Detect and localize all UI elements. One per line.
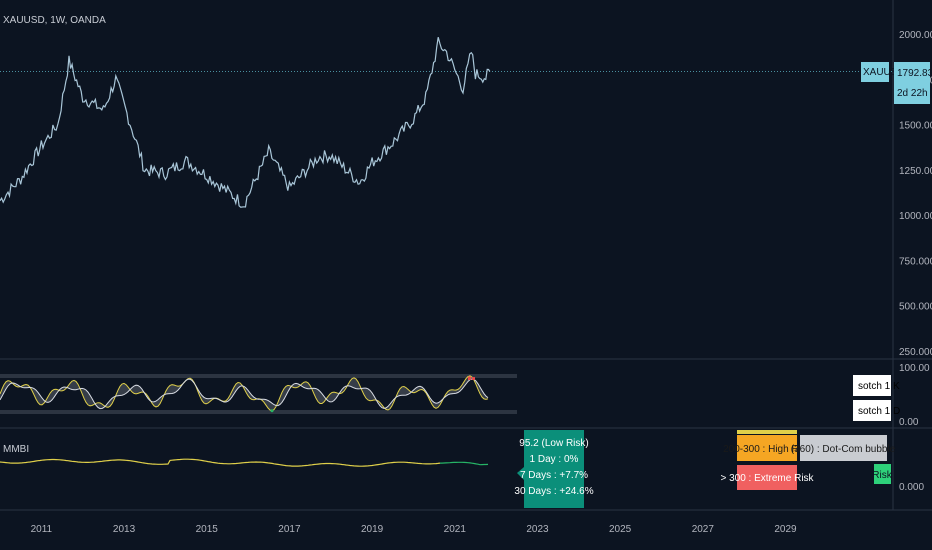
label-line4: 30 Days : +24.6% xyxy=(514,486,593,497)
legend-dotcom: (360) : Dot-Com bubble xyxy=(791,444,896,455)
x-tick-label: 2011 xyxy=(31,524,53,535)
legend-risk: Risk xyxy=(872,470,892,481)
x-tick-label: 2017 xyxy=(278,524,301,535)
label-bg xyxy=(524,430,584,508)
label-pointer xyxy=(517,467,524,480)
legend-high-risk-bg xyxy=(737,435,797,461)
x-tick-label: 2015 xyxy=(196,524,219,535)
legend-dotcom-bg xyxy=(800,435,887,461)
mmbi-title: MMBI xyxy=(3,444,29,455)
mmbi-line-green xyxy=(440,461,489,466)
stoch-overbought-marks xyxy=(468,376,475,380)
legend-extreme-risk: > 300 : Extreme Risk xyxy=(720,473,814,484)
legend-k: sotch 1 K xyxy=(858,381,900,392)
label-line1: 95.2 (Low Risk) xyxy=(519,438,588,449)
legend-risk-bg xyxy=(874,464,891,484)
mmbi-line-yellow xyxy=(0,458,441,467)
legend-d: sotch 1 D xyxy=(858,406,900,417)
badge-symbol-bg xyxy=(861,62,889,82)
y-tick-label: 1250.000 xyxy=(899,166,932,177)
stoch-lower-band xyxy=(0,410,517,414)
mmbi-label-box: 95.2 (Low Risk) 1 Day : 0% 7 Days : +7.7… xyxy=(514,430,594,508)
stoch-k-line xyxy=(0,375,489,412)
label-line3: 7 Days : +7.7% xyxy=(520,470,588,481)
stochastic-pane xyxy=(0,374,517,414)
stoch-overbought-mark xyxy=(468,376,471,380)
stoch-oversold-marks xyxy=(270,409,274,413)
stoch-tick-100: 100.00 xyxy=(899,363,930,374)
x-tick-label: 2029 xyxy=(774,524,797,535)
y-tick-label: 250.000 xyxy=(899,347,932,358)
y-tick-label: 2000.000 xyxy=(899,30,932,41)
badge-symbol: XAUUSD xyxy=(863,67,905,78)
y-tick-label: 500.000 xyxy=(899,302,932,313)
stoch-upper-band xyxy=(0,374,517,378)
stoch-d-line xyxy=(0,378,489,410)
legend-d-bg xyxy=(853,400,891,421)
label-line2: 1 Day : 0% xyxy=(530,454,579,465)
x-tick-label: 2027 xyxy=(692,524,715,535)
legend-high-risk: 200-300 : High Risk xyxy=(723,444,812,455)
x-axis-ticks: 2011 2013 2015 2017 2019 2021 2023 2025 2027 2029 xyxy=(31,524,797,535)
stoch-overbought-mark xyxy=(472,377,475,380)
legend-yellow-strip xyxy=(737,430,797,434)
y-tick-label: 1500.000 xyxy=(899,121,932,132)
badge-price-bg xyxy=(894,62,930,104)
legend-k-bg xyxy=(853,375,891,396)
price-series xyxy=(0,37,491,208)
stoch-tick-0: 0.00 xyxy=(899,417,919,428)
legend-extreme-risk-bg xyxy=(737,465,797,490)
x-tick-label: 2021 xyxy=(444,524,467,535)
stoch-oversold-mark xyxy=(270,409,274,413)
y-tick-label: 750.000 xyxy=(899,256,932,267)
badge-price: 1792.830 xyxy=(897,68,932,79)
y-tick-label: 1000.000 xyxy=(899,211,932,222)
x-tick-label: 2025 xyxy=(609,524,632,535)
x-tick-label: 2013 xyxy=(113,524,136,535)
price-badge: XAUUSD 1792.830 2d 22h xyxy=(861,62,932,104)
x-tick-label: 2019 xyxy=(361,524,384,535)
x-tick-label: 2023 xyxy=(526,524,549,535)
badge-countdown: 2d 22h xyxy=(897,88,928,99)
symbol-label: XAUUSD, 1W, OANDA xyxy=(3,15,106,26)
mmbi-tick-0: 0.000 xyxy=(899,482,924,493)
